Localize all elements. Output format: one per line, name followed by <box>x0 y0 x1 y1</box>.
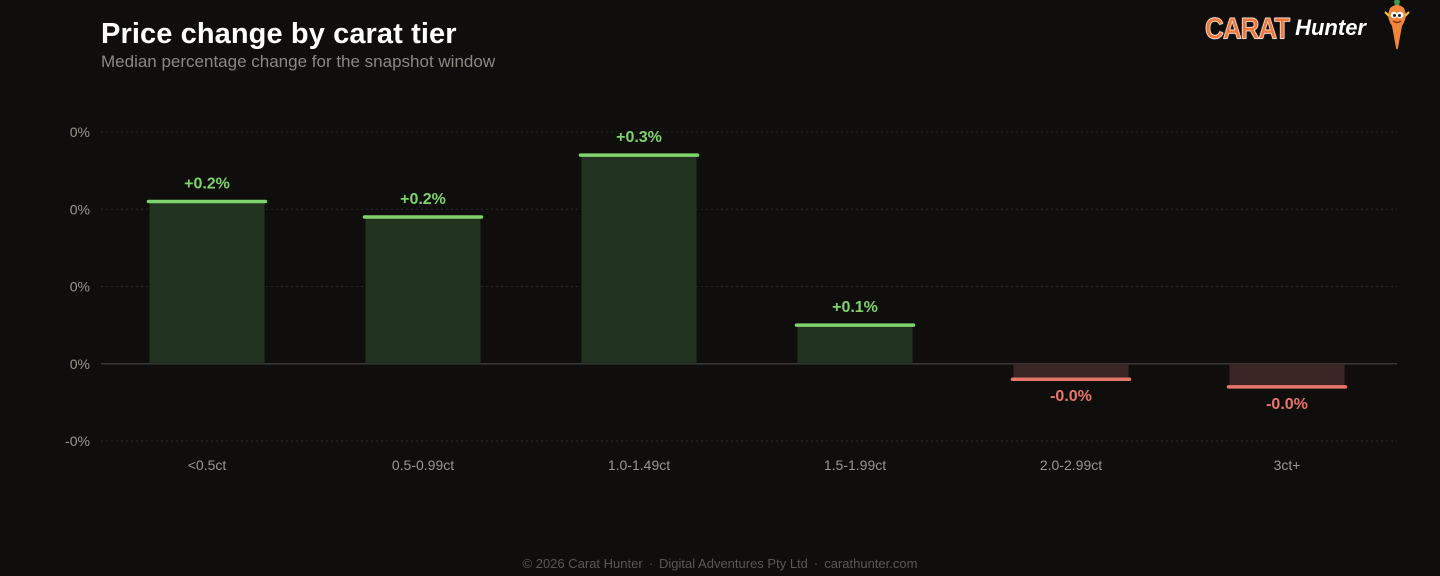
data-label: +0.2% <box>400 191 446 208</box>
footer-company: Digital Adventures Pty Ltd <box>659 556 808 571</box>
bar <box>365 216 481 364</box>
footer: © 2026 Carat Hunter · Digital Adventures P… <box>0 556 1440 571</box>
y-tick-label: 0% <box>70 201 90 217</box>
data-label: +0.3% <box>616 129 662 146</box>
y-tick-label: 0% <box>70 356 90 372</box>
x-tick-label: 3ct+ <box>1274 457 1301 473</box>
x-tick-label: 2.0-2.99ct <box>1040 457 1102 473</box>
bar <box>1013 363 1129 380</box>
brand-logo[interactable]: CARAT Hunter <box>1205 0 1412 56</box>
bar <box>149 201 265 364</box>
bar <box>1229 363 1345 387</box>
y-tick-label: 0% <box>70 279 90 295</box>
brand-name-carat: CARAT <box>1205 10 1291 45</box>
bar <box>581 155 697 364</box>
footer-copyright: © 2026 Carat Hunter <box>522 556 643 571</box>
x-tick-label: 0.5-0.99ct <box>392 457 454 473</box>
footer-separator: · <box>813 556 819 571</box>
chart-subtitle: Median percentage change for the snapsho… <box>101 52 496 71</box>
carrot-mascot-icon <box>1384 0 1410 50</box>
footer-website-link[interactable]: carathunter.com <box>824 556 918 571</box>
y-tick-label: -0% <box>65 433 90 449</box>
footer-separator: · <box>648 556 654 571</box>
data-label: -0.0% <box>1050 388 1092 405</box>
x-tick-label: 1.0-1.49ct <box>608 457 670 473</box>
x-tick-label: 1.5-1.99ct <box>824 457 886 473</box>
data-label: -0.0% <box>1266 396 1308 413</box>
bar <box>797 325 913 364</box>
x-tick-label: <0.5ct <box>188 457 227 473</box>
data-label: +0.2% <box>184 176 230 193</box>
y-tick-label: 0% <box>70 124 90 140</box>
data-label: +0.1% <box>832 299 878 316</box>
chart-title: Price change by carat tier <box>101 18 457 50</box>
brand-name-hunter: Hunter <box>1295 15 1366 40</box>
